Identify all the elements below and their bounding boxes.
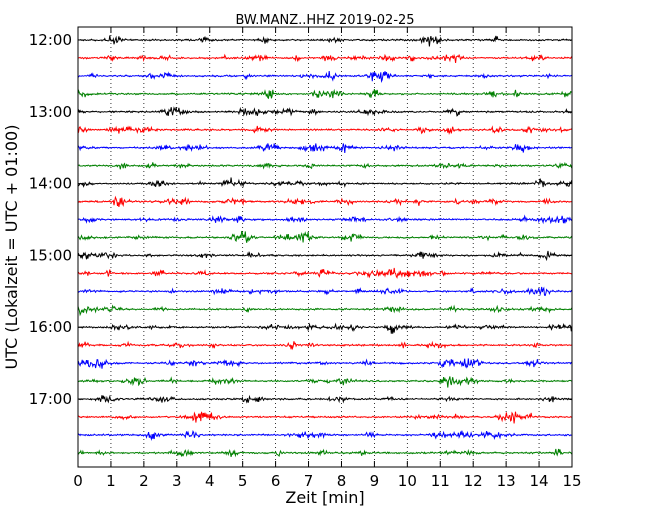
x-tick-label-13: 13: [497, 472, 516, 490]
trace-17: [77, 340, 573, 351]
trace-6: [77, 143, 572, 153]
trace-1: [78, 53, 573, 63]
x-tick-label-15: 15: [562, 472, 581, 490]
x-tick-label-12: 12: [464, 472, 483, 490]
trace-11: [77, 230, 573, 243]
trace-21: [77, 411, 573, 424]
x-tick-label-3: 3: [172, 472, 182, 490]
trace-18: [77, 358, 573, 369]
trace-22: [77, 429, 573, 441]
x-axis: 0 1 2 3 4 5 6 7 8 9 10 11 12 13 14 15: [73, 27, 582, 490]
trace-19: [77, 376, 573, 388]
x-tick-label-1: 1: [106, 472, 116, 490]
y-tick-label-4: 16:00: [29, 318, 72, 336]
x-tick-label-9: 9: [370, 472, 380, 490]
y-tick-label-0: 12:00: [29, 31, 72, 49]
y-axis-label: UTC (Lokalzeit = UTC + 01:00): [2, 125, 21, 370]
trace-8: [77, 177, 573, 188]
y-tick-label-5: 17:00: [29, 390, 72, 408]
x-tick-label-5: 5: [238, 472, 248, 490]
x-tick-label-4: 4: [205, 472, 215, 490]
y-tick-label-3: 15:00: [29, 246, 72, 264]
trace-0: [78, 35, 572, 47]
trace-2: [77, 70, 573, 84]
x-axis-label: Zeit [min]: [285, 488, 364, 507]
x-tick-label-8: 8: [337, 472, 347, 490]
chart-title: BW.MANZ..HHZ 2019-02-25: [235, 13, 414, 28]
trace-16: [77, 322, 573, 334]
trace-20: [77, 394, 573, 404]
trace-4: [77, 106, 573, 117]
y-axis: 12:00 13:00 14:00 15:00 16:00 17:00: [29, 31, 572, 408]
traces: [77, 35, 573, 458]
y-tick-label-2: 14:00: [29, 175, 72, 193]
x-tick-label-14: 14: [530, 472, 549, 490]
x-tick-label-0: 0: [73, 472, 83, 490]
trace-23: [77, 448, 573, 458]
x-tick-label-10: 10: [398, 472, 417, 490]
trace-7: [77, 161, 573, 170]
trace-5: [77, 125, 573, 135]
trace-14: [77, 286, 573, 297]
trace-10: [77, 214, 573, 225]
x-tick-label-6: 6: [271, 472, 281, 490]
trace-12: [77, 250, 573, 262]
grid-lines: [110, 27, 540, 467]
plot-frame: [77, 26, 573, 468]
x-tick-label-7: 7: [304, 472, 314, 490]
trace-15: [77, 304, 573, 317]
x-tick-label-2: 2: [139, 472, 149, 490]
trace-13: [77, 267, 573, 279]
y-tick-label-1: 13:00: [29, 103, 72, 121]
x-tick-label-11: 11: [431, 472, 450, 490]
trace-3: [77, 88, 573, 100]
trace-9: [77, 195, 573, 208]
